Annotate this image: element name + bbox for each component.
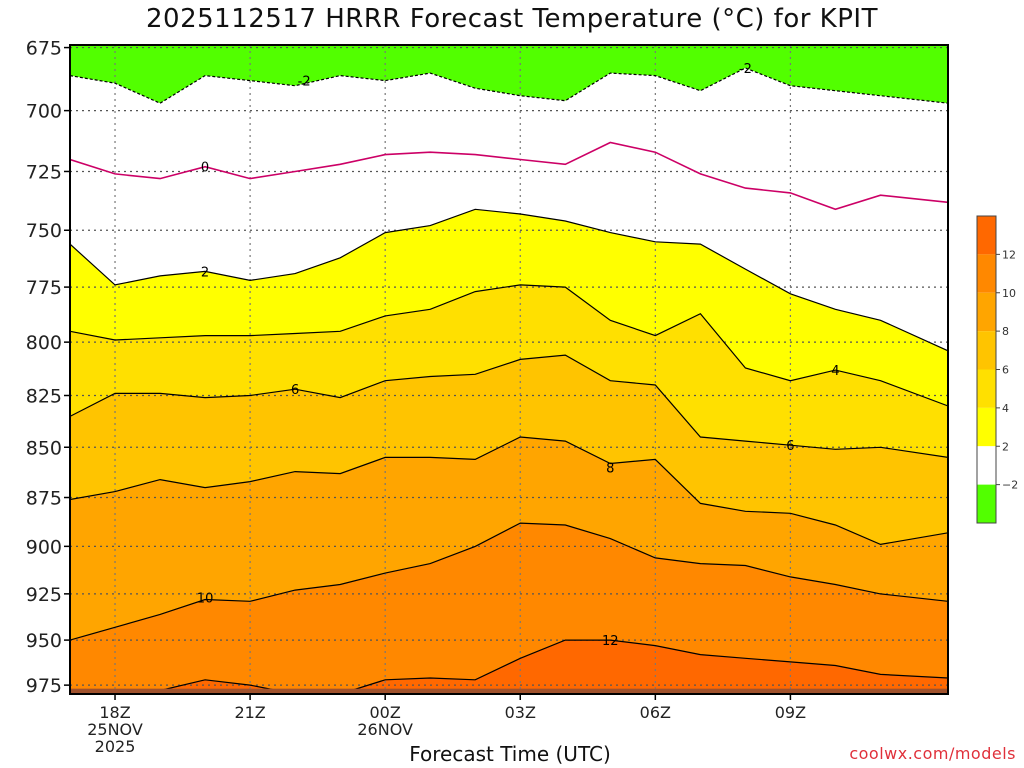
y-tick-label: 975: [26, 675, 62, 697]
band-6-to-8: [70, 355, 948, 545]
contour-line: [70, 354, 948, 458]
y-tick-label: 925: [26, 584, 62, 606]
plot-area: -2 -2 0 2 4 6 6 8 10 12: [70, 45, 948, 694]
contour-label: 12: [602, 634, 619, 649]
y-tick-label: 900: [26, 536, 62, 558]
x-axis-label: Forecast Time (UTC): [409, 742, 611, 766]
colorbar-label: 6: [1002, 364, 1009, 377]
y-tick-label: 825: [26, 385, 62, 407]
band-12-to-14: [70, 640, 948, 694]
credit-text: coolwx.com/models: [849, 744, 1016, 763]
band-2-to-4: [70, 209, 948, 406]
colorbar-swatch: [977, 254, 996, 293]
y-tick-label: 700: [26, 101, 62, 123]
x-tick-label: 00Z: [370, 703, 401, 722]
band-8-to-10: [70, 437, 948, 641]
contour-line: [70, 208, 948, 352]
contour-label: 2: [201, 265, 209, 280]
ground-surface: [70, 688, 948, 694]
x-tick-label: 2025: [95, 737, 136, 756]
colorbar-label: 12: [1002, 248, 1016, 261]
colorbar-swatch: [977, 216, 996, 255]
y-tick-label: 725: [26, 161, 62, 183]
x-tick-label: 03Z: [505, 703, 536, 722]
contour-label: -2: [739, 62, 752, 77]
contour-line: [70, 639, 948, 694]
plot-frame: [69, 44, 949, 695]
y-tick-label: 800: [26, 332, 62, 354]
colorbar-swatch: [977, 446, 996, 485]
contour-line: [70, 67, 948, 104]
x-tick-label: 06Z: [640, 703, 671, 722]
colorbar-label: 8: [1002, 325, 1009, 338]
contour-line: [70, 436, 948, 546]
x-tick-label: 25NOV: [87, 720, 143, 739]
contour-label: 6: [291, 383, 299, 398]
contour-label: -2: [298, 75, 311, 90]
colorbar-label: 10: [1002, 287, 1016, 300]
colorbar-swatch: [977, 292, 996, 332]
colorbar-swatch: [977, 369, 996, 408]
contour-label: 6: [786, 439, 794, 454]
y-tick-label: 750: [26, 220, 62, 242]
contour-label: 4: [831, 364, 839, 379]
y-tick-label: 850: [26, 437, 62, 459]
colorbar-swatch: [977, 484, 996, 523]
y-tick-label: 950: [26, 630, 62, 652]
contour-label: 10: [197, 592, 214, 607]
contour-label: 0: [201, 161, 209, 176]
colorbar-label: −2: [1002, 479, 1018, 492]
chart-title: 2025112517 HRRR Forecast Temperature (°C…: [146, 4, 878, 34]
band-below-minus2: [70, 45, 948, 104]
colorbar-swatch: [977, 331, 996, 370]
contour-line: [70, 141, 948, 211]
contour-line: [70, 284, 948, 407]
y-tick-label: 775: [26, 277, 62, 299]
band-minus2-to-2: [70, 68, 948, 351]
contour-line: [70, 522, 948, 641]
band-4-to-6: [70, 284, 948, 458]
colorbar-label: 2: [1002, 440, 1009, 453]
y-tick-label: 875: [26, 488, 62, 510]
x-tick-label: 21Z: [234, 703, 265, 722]
y-tick-label: 675: [26, 38, 62, 60]
band-10-to-12: [70, 523, 948, 694]
x-tick-label: 09Z: [775, 703, 806, 722]
colorbar-label: 4: [1002, 402, 1009, 415]
x-tick-label: 18Z: [99, 703, 130, 722]
x-tick-label: 26NOV: [357, 720, 413, 739]
colorbar-swatch: [977, 407, 996, 447]
contour-label: 8: [606, 462, 614, 477]
